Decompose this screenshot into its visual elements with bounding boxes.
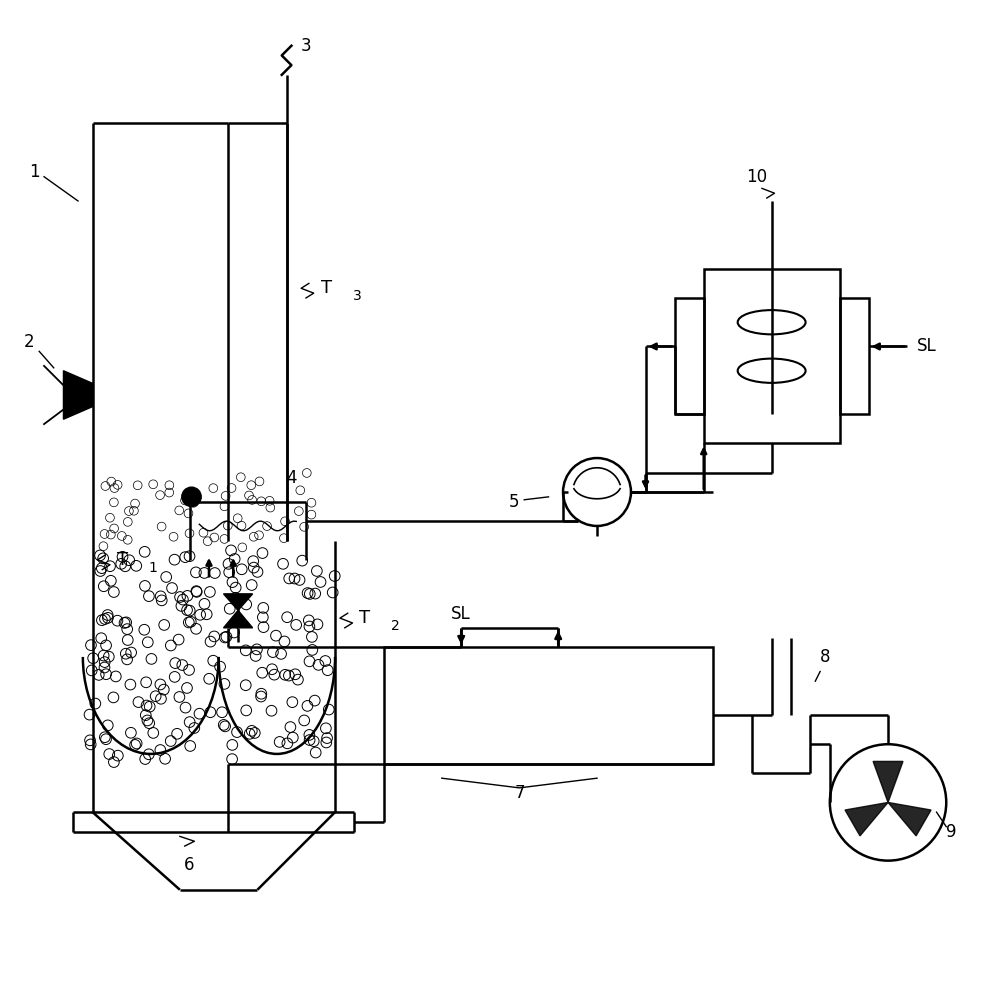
Text: T: T xyxy=(117,551,128,569)
Bar xyxy=(840,298,869,414)
Bar xyxy=(384,647,713,764)
Text: SL: SL xyxy=(917,338,937,355)
Text: 5: 5 xyxy=(509,493,519,511)
Text: 6: 6 xyxy=(184,856,195,874)
Text: 2: 2 xyxy=(24,333,35,350)
Text: 9: 9 xyxy=(946,823,957,840)
Text: T: T xyxy=(321,279,332,297)
Text: 3: 3 xyxy=(353,289,361,303)
Polygon shape xyxy=(873,762,903,802)
Text: SL: SL xyxy=(451,605,471,623)
Polygon shape xyxy=(845,802,888,835)
Circle shape xyxy=(182,487,201,507)
Text: 3: 3 xyxy=(301,36,312,55)
Text: 8: 8 xyxy=(820,647,831,666)
Text: 4: 4 xyxy=(287,469,297,487)
Polygon shape xyxy=(63,371,93,419)
Bar xyxy=(675,298,704,414)
Text: 1: 1 xyxy=(29,163,40,181)
Polygon shape xyxy=(888,802,931,835)
Bar xyxy=(704,269,840,444)
Polygon shape xyxy=(224,610,253,628)
Text: 1: 1 xyxy=(149,561,158,575)
Polygon shape xyxy=(224,594,253,610)
Text: 10: 10 xyxy=(747,168,768,186)
Text: 2: 2 xyxy=(391,619,400,633)
Text: 7: 7 xyxy=(514,783,525,802)
Text: T: T xyxy=(359,609,370,627)
